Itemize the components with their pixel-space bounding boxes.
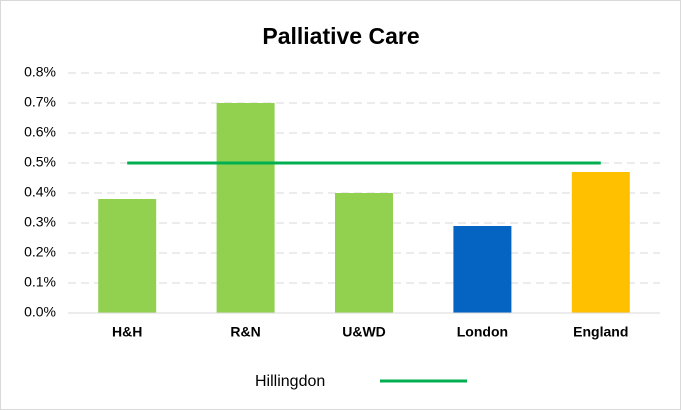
x-tick-label: England [573, 324, 628, 340]
bar [453, 226, 512, 313]
x-tick-label: H&H [112, 324, 142, 340]
y-tick-label: 0.6% [24, 124, 56, 140]
y-tick-label: 0.7% [24, 94, 56, 110]
y-tick-label: 0.3% [24, 214, 56, 230]
y-tick-label: 0.2% [24, 244, 56, 260]
x-tick-label: R&N [230, 324, 260, 340]
y-tick-label: 0.5% [24, 154, 56, 170]
bar [571, 172, 630, 313]
y-tick-label: 0.0% [24, 304, 56, 320]
chart-title: Palliative Care [262, 23, 419, 49]
bar [98, 199, 157, 313]
bar [216, 103, 275, 313]
y-tick-label: 0.1% [24, 274, 56, 290]
x-tick-label: London [457, 324, 508, 340]
legend-label: Hillingdon [255, 373, 325, 390]
bar [335, 193, 393, 313]
x-tick-label: U&WD [342, 324, 386, 340]
y-tick-label: 0.4% [24, 184, 56, 200]
y-tick-label: 0.8% [24, 64, 56, 80]
